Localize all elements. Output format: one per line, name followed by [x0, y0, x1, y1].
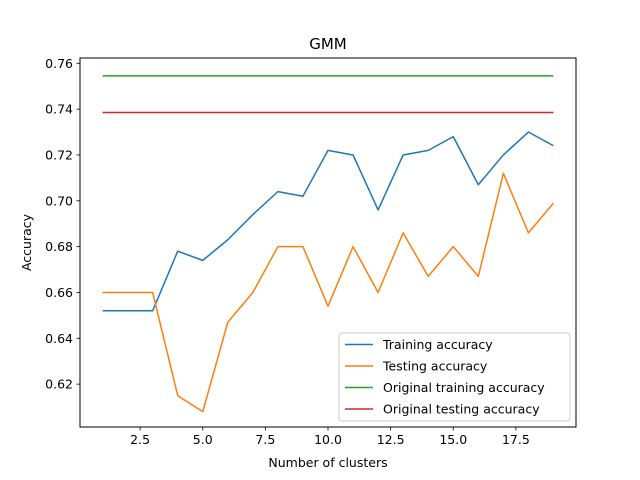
y-tick-label: 0.70 [45, 193, 73, 208]
x-tick-label: 10.0 [314, 432, 342, 447]
legend-entry-1: Testing accuracy [382, 359, 488, 374]
legend-entry-2: Original training accuracy [383, 380, 545, 395]
x-tick-label: 17.5 [502, 432, 530, 447]
y-tick-label: 0.76 [45, 56, 73, 71]
y-tick-label: 0.68 [45, 239, 73, 254]
x-tick-label: 5.0 [193, 432, 213, 447]
series-layer [102, 75, 555, 413]
series-line-0 [102, 131, 554, 312]
legend-box [338, 332, 571, 422]
legend: Training accuracy Testing accuracy Origina… [338, 332, 571, 422]
x-tick-label: 12.5 [377, 432, 405, 447]
x-tick-label: 15.0 [439, 432, 467, 447]
y-axis: 0.62 0.64 0.66 0.68 0.70 0.72 0.74 0.76 [45, 56, 80, 392]
series-line-1 [102, 172, 555, 413]
x-axis-label: Number of clusters [268, 455, 387, 470]
legend-entry-0: Training accuracy [382, 337, 493, 352]
legend-entry-3: Original testing accuracy [383, 402, 540, 417]
x-axis: 2.5 5.0 7.5 10.0 12.5 15.0 17.5 [130, 427, 530, 447]
y-tick-label: 0.74 [45, 102, 73, 117]
y-axis-label: Accuracy [19, 213, 34, 271]
y-tick-label: 0.64 [45, 331, 73, 346]
chart-title: GMM [309, 35, 347, 53]
y-tick-label: 0.62 [45, 377, 73, 392]
y-tick-label: 0.72 [45, 147, 73, 162]
y-tick-label: 0.66 [45, 285, 73, 300]
x-tick-label: 2.5 [130, 432, 150, 447]
x-tick-label: 7.5 [255, 432, 275, 447]
